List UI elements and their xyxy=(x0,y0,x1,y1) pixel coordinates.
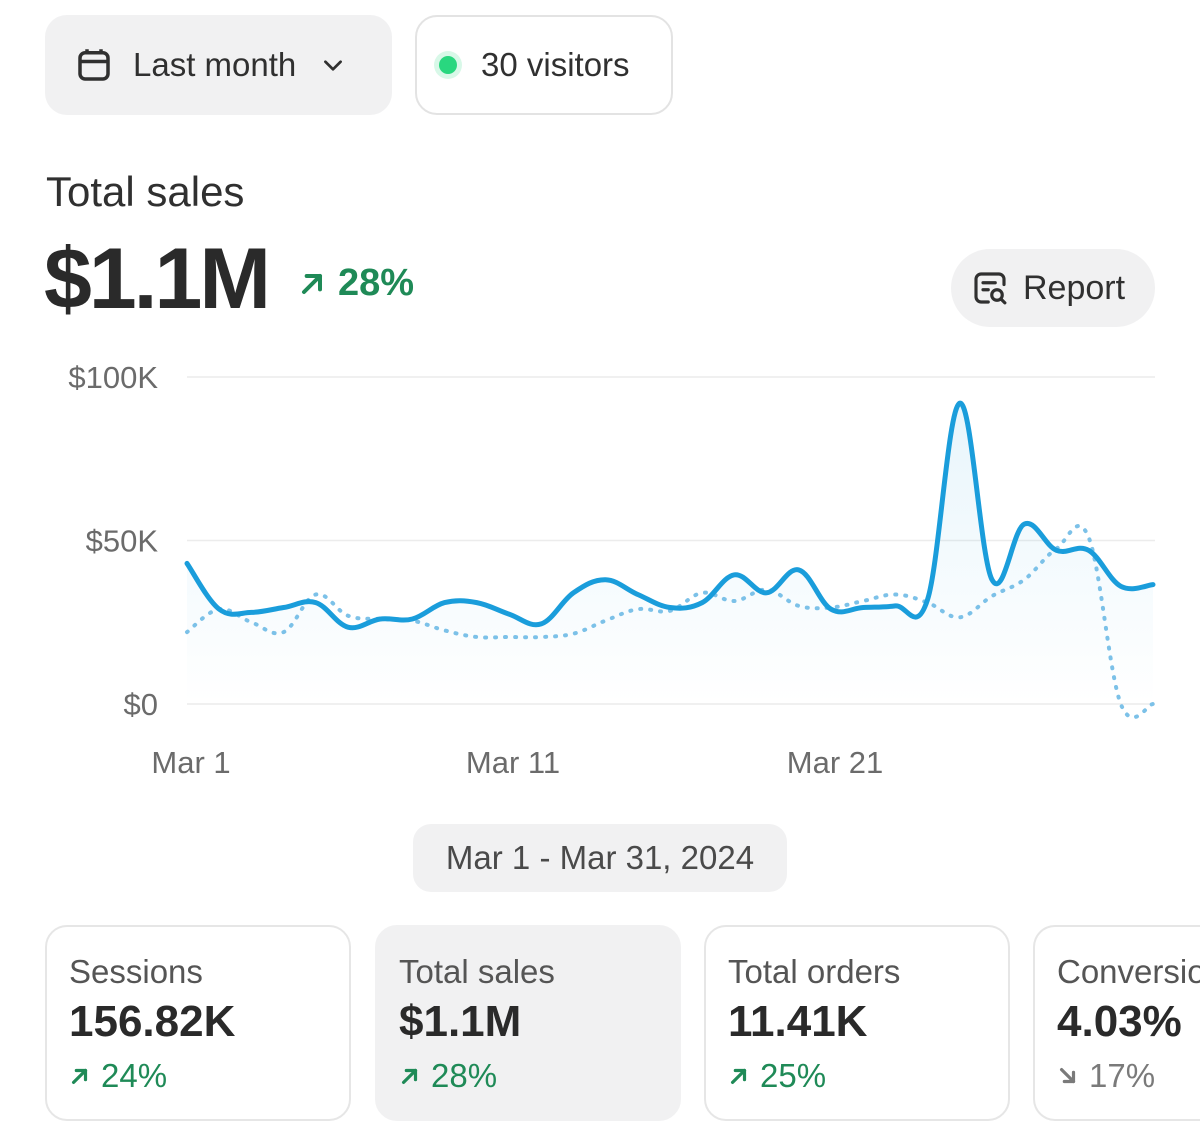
current-series-area xyxy=(187,403,1153,704)
visitors-label: 30 visitors xyxy=(481,46,630,83)
metric-value: $1.1M xyxy=(44,231,271,327)
card-change: 17% xyxy=(1057,1057,1200,1095)
card-value: 11.41K xyxy=(728,997,868,1046)
metric-card-total-sales[interactable]: Total sales $1.1M 28% xyxy=(375,925,681,1121)
y-tick-label: $0 xyxy=(124,687,158,722)
arrow-up-right-icon xyxy=(71,1068,88,1085)
card-label: Total sales xyxy=(399,953,555,990)
card-change: 28% xyxy=(399,1057,679,1095)
card-change-value: 28% xyxy=(431,1057,498,1094)
card-value: $1.1M xyxy=(399,997,522,1046)
report-search-icon xyxy=(974,272,1007,305)
x-tick-label: Mar 1 xyxy=(151,745,230,780)
card-label: Total orders xyxy=(728,953,901,990)
date-range-label: Mar 1 - Mar 31, 2024 xyxy=(413,824,787,892)
arrow-up-right-icon xyxy=(401,1068,418,1085)
sales-line-chart: $100K $50K $0 Mar 1 Mar 11 Mar 21 xyxy=(68,360,1156,780)
previous-period-series-line xyxy=(185,524,1155,720)
metric-card-total-orders[interactable]: Total orders 11.41K 25% xyxy=(704,925,1010,1121)
period-selector-button[interactable]: Last month xyxy=(45,15,392,115)
card-value: 156.82K xyxy=(69,997,236,1046)
card-change: 25% xyxy=(728,1057,1008,1095)
y-tick-label: $100K xyxy=(68,360,158,395)
current-period-series-line xyxy=(184,400,1156,631)
card-label: Conversion rate xyxy=(1057,953,1200,990)
card-change-value: 24% xyxy=(101,1057,168,1094)
chevron-down-icon xyxy=(324,60,343,71)
card-change-value: 25% xyxy=(760,1057,827,1094)
live-status-dot-icon xyxy=(439,56,457,74)
metric-change: 28% xyxy=(296,262,414,305)
metric-title: Total sales xyxy=(46,168,245,215)
y-tick-label: $50K xyxy=(86,524,159,559)
x-tick-label: Mar 11 xyxy=(466,745,560,780)
live-visitors-button[interactable]: 30 visitors xyxy=(415,15,673,115)
report-button[interactable]: Report xyxy=(951,249,1155,327)
calendar-icon xyxy=(78,49,110,81)
metric-card-conversion-rate[interactable]: Conversion rate 4.03% 17% xyxy=(1033,925,1200,1121)
arrow-down-right-icon xyxy=(1059,1067,1076,1084)
card-change: 24% xyxy=(69,1057,349,1095)
period-label: Last month xyxy=(133,46,297,83)
report-label: Report xyxy=(1023,268,1126,307)
x-tick-label: Mar 21 xyxy=(787,745,883,780)
card-change-value: 17% xyxy=(1089,1057,1156,1094)
card-label: Sessions xyxy=(69,953,203,990)
card-value: 4.03% xyxy=(1057,997,1182,1046)
arrow-up-right-icon xyxy=(730,1068,747,1085)
metric-card-sessions[interactable]: Sessions 156.82K 24% xyxy=(45,925,351,1121)
arrow-up-right-icon xyxy=(302,273,322,294)
metric-change-value: 28% xyxy=(338,262,415,304)
